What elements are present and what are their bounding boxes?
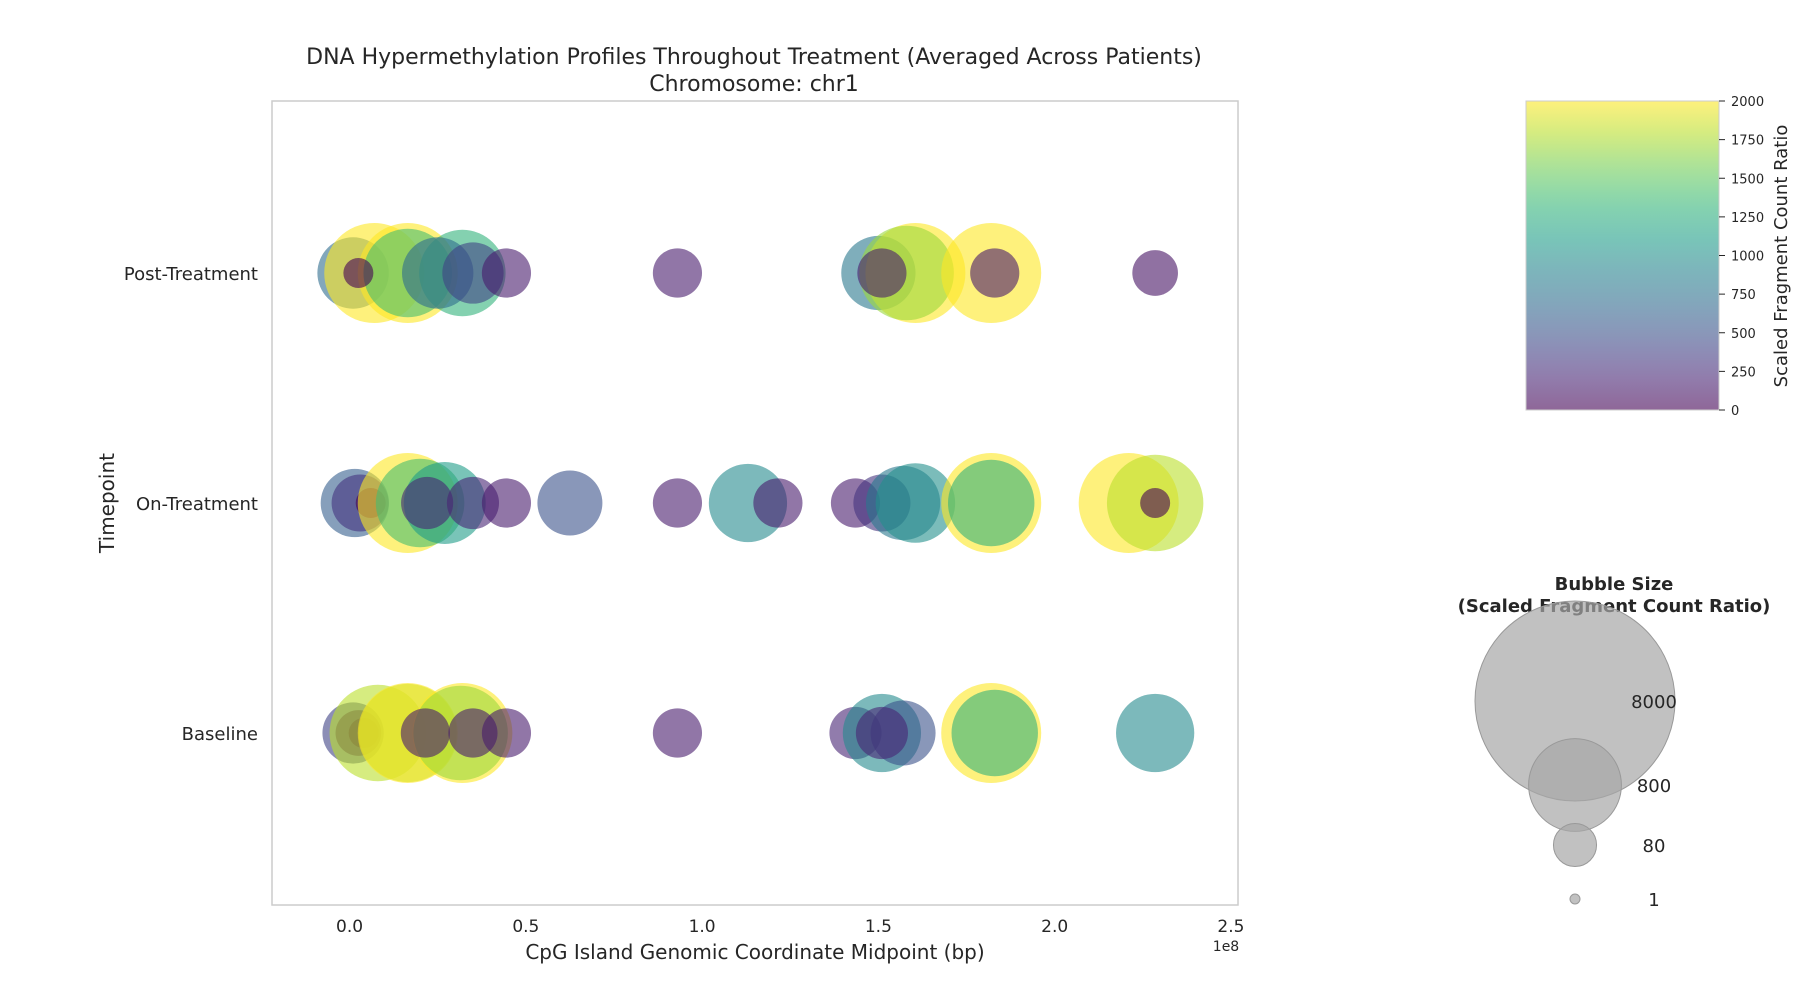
bubble-layer [317, 223, 1204, 783]
data-bubble [753, 478, 803, 528]
data-bubble [855, 706, 908, 760]
colorbar-tick-label: 250 [1731, 365, 1756, 380]
x-axis-label: CpG Island Genomic Coordinate Midpoint (… [525, 940, 984, 964]
size-legend-title: Bubble Size [1555, 574, 1674, 595]
data-bubble [1116, 693, 1195, 773]
data-bubble [401, 476, 454, 530]
size-legend: 8000 800 80 1 [1474, 600, 1677, 911]
colorbar-label: Scaled Fragment Count Ratio [1771, 125, 1792, 388]
y-tick-label: Baseline [182, 724, 258, 745]
data-bubble [652, 708, 703, 758]
y-tick-label: Post-Treatment [124, 264, 258, 285]
size-legend-label: 8000 [1631, 692, 1677, 713]
chart-title: DNA Hypermethylation Profiles Throughout… [306, 45, 1202, 70]
x-tick-label: 0.5 [512, 917, 539, 937]
data-bubble [857, 248, 907, 298]
x-tick-label: 2.0 [1041, 917, 1068, 937]
colorbar-tick-label: 2000 [1731, 95, 1764, 110]
x-tick-label: 1.5 [865, 917, 892, 937]
data-bubble [537, 470, 603, 536]
size-legend-bubble [1552, 822, 1598, 868]
colorbar-tick-label: 750 [1731, 288, 1756, 303]
colorbar-tick-label: 0 [1731, 404, 1739, 419]
data-bubble [951, 689, 1038, 777]
data-bubble [970, 248, 1020, 298]
x-tick-label: 0.0 [336, 917, 363, 937]
data-bubble [652, 248, 703, 298]
size-legend-bubble [1569, 893, 1581, 905]
chart-subtitle: Chromosome: chr1 [649, 72, 859, 97]
y-tick-label: On-Treatment [136, 494, 258, 515]
y-axis-ticks: Baseline On-Treatment Post-Treatment [124, 264, 258, 745]
colorbar-tick-label: 1500 [1731, 172, 1764, 187]
data-bubble [1132, 250, 1178, 296]
size-legend-bubble [1528, 738, 1622, 832]
x-tick-label: 1.0 [689, 917, 716, 937]
y-axis-label: Timepoint [95, 453, 119, 554]
data-bubble [652, 478, 703, 528]
x-axis-ticks: 0.0 0.5 1.0 1.5 2.0 2.5 [336, 917, 1244, 937]
colorbar [1526, 101, 1719, 410]
data-bubble [481, 708, 532, 758]
colorbar-tick-label: 1250 [1731, 211, 1764, 226]
data-bubble [1140, 488, 1171, 518]
data-bubble [400, 708, 450, 758]
data-bubble [343, 258, 374, 288]
data-bubble [481, 248, 532, 298]
size-legend-label: 800 [1637, 776, 1671, 797]
size-legend-label: 80 [1643, 836, 1666, 857]
colorbar-tick-label: 500 [1731, 327, 1756, 342]
colorbar-tick-label: 1750 [1731, 134, 1764, 149]
data-bubble [947, 459, 1035, 547]
x-tick-label: 2.5 [1217, 917, 1244, 937]
colorbar-ticks: 0 250 500 750 1000 1250 1500 1750 2000 [1719, 95, 1764, 419]
data-bubble [481, 478, 532, 528]
x-offset-label: 1e8 [1213, 939, 1239, 955]
colorbar-tick-label: 1000 [1731, 250, 1764, 265]
data-bubble [875, 463, 956, 543]
size-legend-label: 1 [1648, 890, 1659, 911]
